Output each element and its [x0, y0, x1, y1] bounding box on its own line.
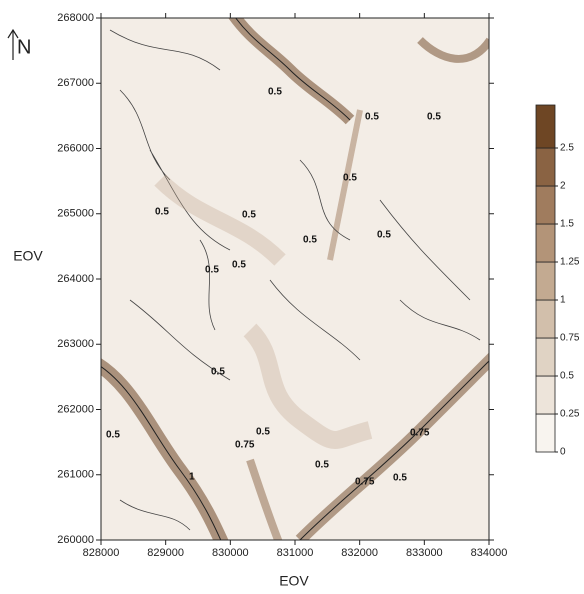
colorbar-label: 2.5	[560, 143, 574, 154]
contour-label: 0.5	[377, 230, 391, 241]
y-tick-label: 267000	[57, 77, 94, 89]
contour-label: 0.5	[211, 367, 225, 378]
contour-label: 0.5	[155, 207, 169, 218]
colorbar-label: 0.75	[560, 333, 580, 344]
north-arrow: N	[7, 28, 31, 60]
y-tick-label: 260000	[57, 534, 94, 546]
y-tick-label: 262000	[57, 403, 94, 415]
contour-label: 0.75	[235, 440, 255, 451]
colorbar-label: 0.5	[560, 371, 574, 382]
colorbar-band	[535, 261, 556, 301]
x-tick-label: 830000	[212, 547, 249, 559]
contour-label: 0.75	[410, 428, 430, 439]
y-tick-label: 266000	[57, 142, 94, 154]
plot-area	[101, 18, 489, 540]
y-tick-label: 263000	[57, 338, 94, 350]
y-tick-label: 268000	[57, 12, 94, 24]
contour-label: 0.75	[355, 477, 375, 488]
colorbar-band	[535, 337, 556, 377]
y-tick-label: 265000	[57, 208, 94, 220]
colorbar-label: 0	[560, 447, 566, 458]
y-axis-label: EOV	[13, 248, 43, 264]
contour-label: 0.5	[256, 427, 270, 438]
contour-label: 0.5	[232, 260, 246, 271]
colorbar-label: 1.25	[560, 257, 580, 268]
contour-label: 0.5	[393, 473, 407, 484]
colorbar-band	[535, 147, 556, 187]
colorbar-label: 1	[560, 295, 566, 306]
x-tick-label: 829000	[147, 547, 184, 559]
x-tick-label: 832000	[341, 547, 378, 559]
colorbar-band	[535, 185, 556, 225]
x-tick-label: 833000	[406, 547, 443, 559]
x-tick-label: 828000	[83, 547, 120, 559]
contours	[101, 18, 489, 540]
contour-label: 0.5	[427, 112, 441, 123]
contour-label: 0.5	[343, 173, 357, 184]
x-tick-label: 834000	[471, 547, 508, 559]
x-tick-label: 831000	[277, 547, 314, 559]
north-arrow-head	[7, 28, 19, 39]
x-axis-label: EOV	[279, 573, 309, 589]
y-tick-label: 264000	[57, 273, 94, 285]
contour-label: 0.5	[268, 87, 282, 98]
north-label: N	[17, 36, 31, 58]
colorbar-label: 1.5	[560, 219, 574, 230]
colorbar-label: 2	[560, 181, 566, 192]
colorbar-label: 0.25	[560, 409, 580, 420]
contour-label: 0.5	[106, 430, 120, 441]
colorbar-band	[535, 413, 556, 453]
colorbar-band	[535, 223, 556, 263]
contour-labels: 0.5 0.5 0.5 0.5 0.5 0.5 0.5 0.5 0.5 0.5 …	[106, 87, 441, 488]
contour-label: 0.5	[205, 265, 219, 276]
contour-label: 1	[189, 472, 195, 483]
colorbar-band	[535, 375, 556, 415]
colorbar-band	[535, 299, 556, 339]
contour-label: 0.5	[315, 460, 329, 471]
colorbar-band	[535, 104, 556, 149]
contour-label: 0.5	[365, 112, 379, 123]
y-tick-label: 261000	[57, 469, 94, 481]
contour-label: 0.5	[303, 235, 317, 246]
contour-label: 0.5	[242, 210, 256, 221]
